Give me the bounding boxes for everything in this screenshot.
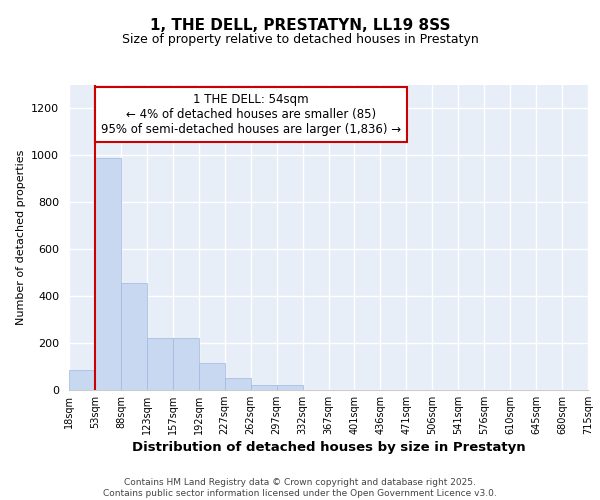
Bar [147, 338, 173, 390]
Bar [251, 386, 277, 390]
Bar [225, 378, 251, 390]
Text: Size of property relative to detached houses in Prestatyn: Size of property relative to detached ho… [122, 32, 478, 46]
Bar [277, 386, 302, 390]
Bar [95, 158, 121, 390]
Bar [121, 283, 147, 390]
Text: Contains HM Land Registry data © Crown copyright and database right 2025.
Contai: Contains HM Land Registry data © Crown c… [103, 478, 497, 498]
Text: 1, THE DELL, PRESTATYN, LL19 8SS: 1, THE DELL, PRESTATYN, LL19 8SS [150, 18, 450, 32]
Bar [199, 363, 224, 390]
X-axis label: Distribution of detached houses by size in Prestatyn: Distribution of detached houses by size … [131, 442, 526, 454]
Bar [173, 338, 199, 390]
Text: 1 THE DELL: 54sqm
← 4% of detached houses are smaller (85)
95% of semi-detached : 1 THE DELL: 54sqm ← 4% of detached house… [101, 93, 401, 136]
Y-axis label: Number of detached properties: Number of detached properties [16, 150, 26, 325]
Bar [69, 370, 95, 390]
